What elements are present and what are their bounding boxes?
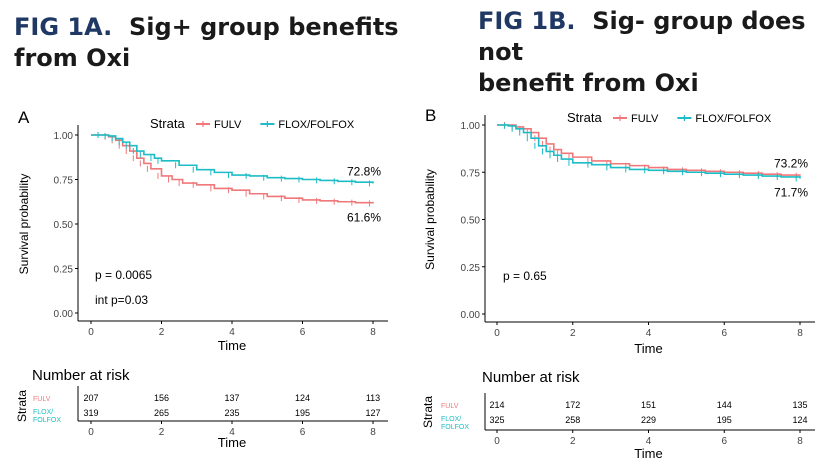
legend: Strata FULV FLOX/FOLFOX bbox=[150, 116, 355, 131]
risk-x-tick-label: 8 bbox=[797, 436, 803, 447]
y-tick-label: 0.00 bbox=[54, 309, 74, 320]
y-axis-label: Survival probability bbox=[17, 174, 31, 275]
risk-value: 195 bbox=[295, 408, 310, 418]
legend-entry: FULV bbox=[214, 119, 242, 131]
figure-1a-heading: FIG 1A. Sig+ group benefits from Oxi bbox=[14, 12, 404, 74]
y-tick-label: 0.50 bbox=[54, 220, 74, 231]
survival-curve-flox-folfox bbox=[497, 124, 801, 179]
end-label: 61.6% bbox=[347, 210, 381, 224]
x-tick-label: 0 bbox=[88, 327, 94, 338]
risk-x-tick-label: 4 bbox=[229, 427, 235, 438]
risk-value: 172 bbox=[565, 400, 580, 410]
panel-label: A bbox=[18, 108, 30, 127]
risk-y-axis-label: Strata bbox=[421, 396, 435, 428]
risk-table: Number at risk FULV 207 156 137 124 113 FLOX/FO… bbox=[15, 367, 388, 450]
risk-row-label: FLOX/ bbox=[441, 416, 461, 423]
risk-value: 229 bbox=[641, 415, 656, 425]
figure-1b-tag: FIG 1B. bbox=[478, 7, 576, 35]
risk-table-title: Number at risk bbox=[482, 369, 580, 386]
risk-x-tick-label: 6 bbox=[300, 427, 306, 438]
legend-entry: FULV bbox=[631, 113, 659, 125]
risk-value: 207 bbox=[83, 393, 98, 403]
chart-panel-a: A Strata FULV FLOX/FOLFOX 0.00 0.25 0.50 0.75 1.… bbox=[15, 108, 388, 450]
x-tick-label: 8 bbox=[797, 328, 803, 339]
figure-1b-heading: FIG 1B. Sig- group does not benefit from… bbox=[478, 6, 833, 99]
y-axis-label: Survival probability bbox=[423, 169, 437, 270]
risk-row-label: FLOX/ bbox=[33, 409, 53, 416]
figure-1b-title-line2: benefit from Oxi bbox=[478, 69, 699, 97]
risk-value: 195 bbox=[717, 415, 732, 425]
risk-x-tick-label: 0 bbox=[494, 436, 500, 447]
figure-1a-tag: FIG 1A. bbox=[14, 13, 113, 41]
risk-value: 325 bbox=[489, 415, 504, 425]
x-tick-label: 6 bbox=[721, 328, 727, 339]
risk-value: 214 bbox=[489, 400, 504, 410]
y-tick-label: 0.25 bbox=[461, 263, 481, 274]
x-tick-label: 4 bbox=[229, 327, 235, 338]
risk-x-tick-label: 6 bbox=[721, 436, 727, 447]
risk-value: 258 bbox=[565, 415, 580, 425]
risk-x-tick-label: 2 bbox=[159, 427, 165, 438]
risk-value: 235 bbox=[224, 408, 239, 418]
legend-title: Strata bbox=[567, 110, 602, 125]
legend: Strata FULV FLOX/FOLFOX bbox=[567, 110, 772, 125]
legend-entry: FLOX/FOLFOX bbox=[695, 113, 771, 125]
risk-value: 319 bbox=[83, 408, 98, 418]
legend-title: Strata bbox=[150, 116, 185, 131]
p-value-annotation: p = 0.0065 bbox=[95, 268, 152, 282]
y-tick-label: 1.00 bbox=[461, 121, 481, 132]
risk-x-axis-label: Time bbox=[634, 446, 662, 461]
survival-curve-flox-folfox bbox=[91, 134, 374, 184]
x-axis-label: Time bbox=[634, 341, 662, 356]
risk-value: 137 bbox=[224, 393, 239, 403]
risk-value: 151 bbox=[641, 400, 656, 410]
risk-x-tick-label: 8 bbox=[370, 427, 376, 438]
risk-row-label: FOLFOX bbox=[441, 424, 469, 431]
risk-row-label: FULV bbox=[441, 403, 459, 410]
p-value-annotation: int p=0.03 bbox=[95, 293, 148, 307]
end-label: 71.7% bbox=[774, 185, 808, 199]
x-tick-label: 4 bbox=[646, 328, 652, 339]
x-tick-label: 0 bbox=[494, 328, 500, 339]
end-label: 72.8% bbox=[347, 164, 381, 178]
risk-x-tick-label: 0 bbox=[88, 427, 94, 438]
y-tick-label: 0.00 bbox=[461, 310, 481, 321]
x-axis-label: Time bbox=[218, 338, 246, 353]
risk-x-axis-label: Time bbox=[218, 435, 246, 450]
risk-x-tick-label: 4 bbox=[646, 436, 652, 447]
risk-value: 135 bbox=[792, 400, 807, 410]
y-tick-label: 0.75 bbox=[54, 176, 74, 187]
risk-value: 124 bbox=[295, 393, 310, 403]
x-tick-label: 6 bbox=[300, 327, 306, 338]
panel-label: B bbox=[425, 106, 436, 125]
figure-1b-title-line1: Sig- group does not bbox=[478, 7, 806, 66]
survival-curve-fulv bbox=[91, 134, 374, 204]
x-tick-label: 8 bbox=[370, 327, 376, 338]
risk-y-axis-label: Strata bbox=[15, 390, 29, 422]
risk-x-tick-label: 2 bbox=[570, 436, 576, 447]
y-tick-label: 0.50 bbox=[461, 216, 481, 227]
risk-value: 156 bbox=[154, 393, 169, 403]
risk-row-label: FULV bbox=[33, 396, 51, 403]
legend-entry: FLOX/FOLFOX bbox=[278, 119, 354, 131]
risk-row-label: FOLFOX bbox=[33, 417, 61, 424]
risk-value: 113 bbox=[366, 393, 380, 403]
figure-1a-title-line2: from Oxi bbox=[14, 44, 131, 72]
risk-value: 144 bbox=[717, 400, 732, 410]
risk-value: 127 bbox=[365, 408, 380, 418]
risk-table-title: Number at risk bbox=[32, 367, 130, 384]
x-tick-label: 2 bbox=[159, 327, 165, 338]
p-value-annotation: p = 0.65 bbox=[503, 269, 547, 283]
y-tick-label: 1.00 bbox=[54, 131, 74, 142]
chart-panel-b: B Strata FULV FLOX/FOLFOX 0.00 0.25 0.50 0.75 1.… bbox=[421, 106, 815, 461]
y-tick-label: 0.75 bbox=[461, 168, 481, 179]
risk-table: Number at risk FULV 214 172 151 144 135 FLOX/FO… bbox=[421, 369, 815, 461]
figure-1a-title-line1: Sig+ group benefits bbox=[128, 13, 399, 41]
end-label: 73.2% bbox=[774, 157, 808, 171]
risk-value: 124 bbox=[792, 415, 807, 425]
x-tick-label: 2 bbox=[570, 328, 576, 339]
y-tick-label: 0.25 bbox=[54, 265, 74, 276]
risk-value: 265 bbox=[154, 408, 169, 418]
